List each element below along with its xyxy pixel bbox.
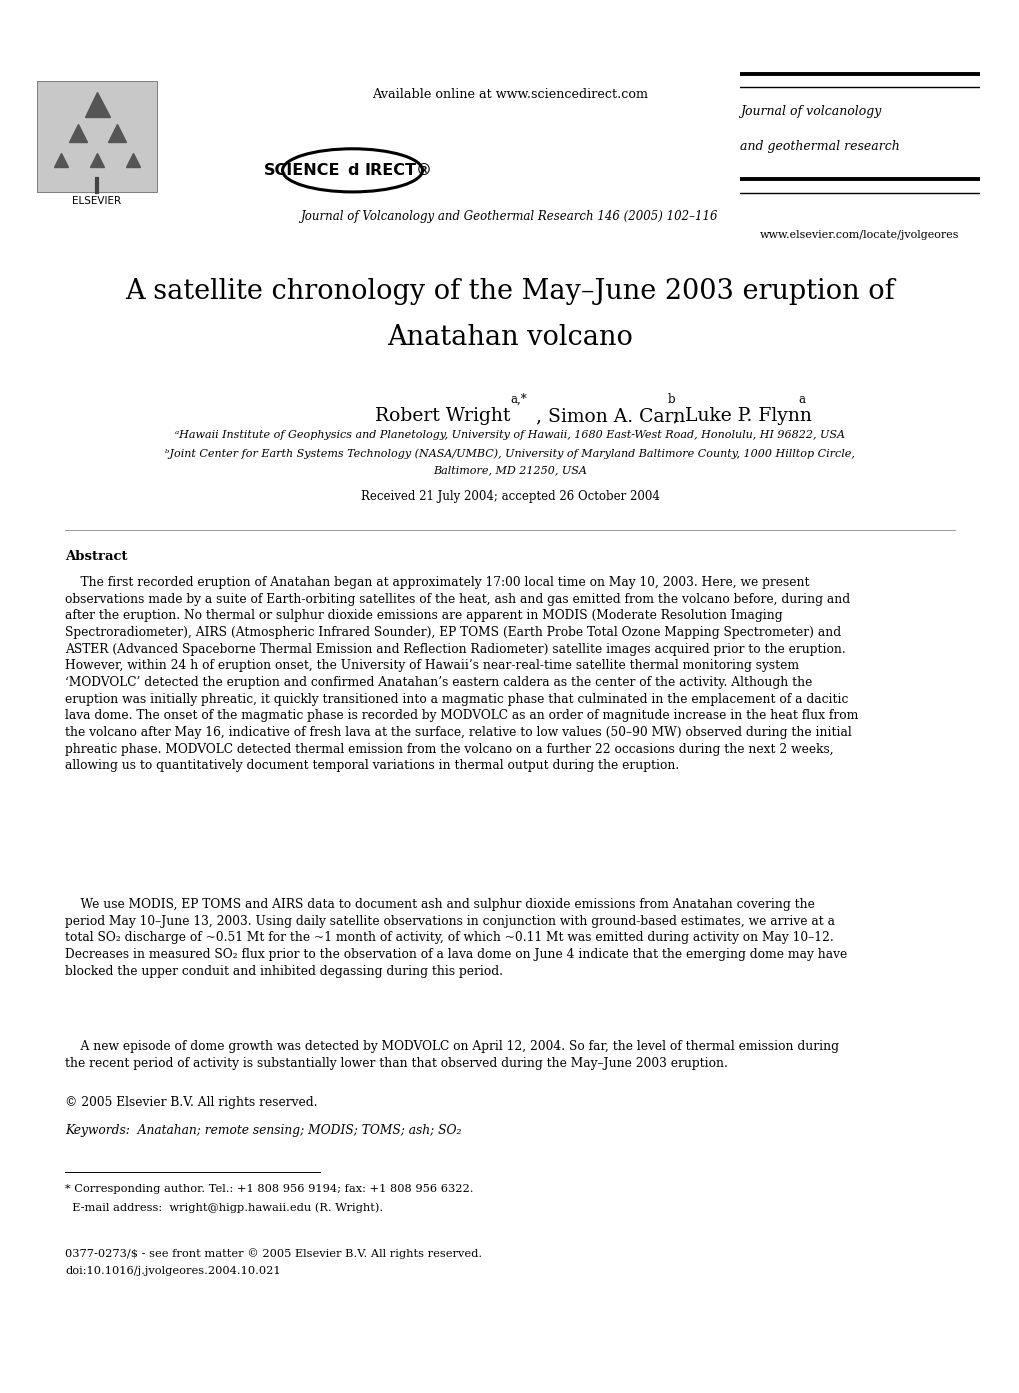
Text: 0377-0273/$ - see front matter © 2005 Elsevier B.V. All rights reserved.: 0377-0273/$ - see front matter © 2005 El…	[65, 1248, 482, 1259]
Text: , Simon A. Carn: , Simon A. Carn	[535, 407, 685, 425]
Text: a,*: a,*	[510, 393, 526, 405]
Text: Received 21 July 2004; accepted 26 October 2004: Received 21 July 2004; accepted 26 Octob…	[360, 490, 659, 503]
Text: * Corresponding author. Tel.: +1 808 956 9194; fax: +1 808 956 6322.: * Corresponding author. Tel.: +1 808 956…	[65, 1184, 473, 1194]
Text: a: a	[797, 393, 804, 405]
Text: Keywords:  Anatahan; remote sensing; MODIS; TOMS; ash; SO₂: Keywords: Anatahan; remote sensing; MODI…	[65, 1124, 461, 1137]
Text: Available online at www.sciencedirect.com: Available online at www.sciencedirect.co…	[372, 88, 647, 102]
Text: Journal of volcanology: Journal of volcanology	[739, 106, 880, 118]
Text: ᵃHawaii Institute of Geophysics and Planetology, University of Hawaii, 1680 East: ᵃHawaii Institute of Geophysics and Plan…	[175, 430, 844, 440]
Text: ELSEVIER: ELSEVIER	[72, 196, 121, 206]
Text: d: d	[346, 163, 358, 178]
Text: b: b	[666, 393, 675, 405]
Text: and geothermal research: and geothermal research	[739, 141, 899, 153]
Text: IRECT®: IRECT®	[365, 163, 433, 178]
Text: A satellite chronology of the May–June 2003 eruption of: A satellite chronology of the May–June 2…	[125, 279, 894, 305]
Text: , Luke P. Flynn: , Luke P. Flynn	[673, 407, 811, 425]
Text: E-mail address:  wright@higp.hawaii.edu (R. Wright).: E-mail address: wright@higp.hawaii.edu (…	[65, 1202, 383, 1212]
Text: © 2005 Elsevier B.V. All rights reserved.: © 2005 Elsevier B.V. All rights reserved…	[65, 1096, 317, 1109]
Text: Baltimore, MD 21250, USA: Baltimore, MD 21250, USA	[433, 465, 586, 475]
Text: doi:10.1016/j.jvolgeores.2004.10.021: doi:10.1016/j.jvolgeores.2004.10.021	[65, 1266, 280, 1276]
Text: SCIENCE: SCIENCE	[263, 163, 339, 178]
Text: We use MODIS, EP TOMS and AIRS data to document ash and sulphur dioxide emission: We use MODIS, EP TOMS and AIRS data to d…	[65, 898, 847, 978]
Text: A new episode of dome growth was detected by MODVOLC on April 12, 2004. So far, : A new episode of dome growth was detecte…	[65, 1041, 839, 1070]
Text: www.elsevier.com/locate/jvolgeores: www.elsevier.com/locate/jvolgeores	[759, 230, 959, 240]
Text: ᵇJoint Center for Earth Systems Technology (NASA/UMBC), University of Maryland B: ᵇJoint Center for Earth Systems Technolo…	[165, 449, 854, 458]
Text: Abstract: Abstract	[65, 550, 127, 563]
Text: Anatahan volcano: Anatahan volcano	[386, 325, 633, 351]
Text: The first recorded eruption of Anatahan began at approximately 17:00 local time : The first recorded eruption of Anatahan …	[65, 575, 858, 772]
Text: Journal of Volcanology and Geothermal Research 146 (2005) 102–116: Journal of Volcanology and Geothermal Re…	[301, 210, 718, 223]
FancyBboxPatch shape	[37, 81, 157, 192]
Text: Robert Wright: Robert Wright	[374, 407, 510, 425]
